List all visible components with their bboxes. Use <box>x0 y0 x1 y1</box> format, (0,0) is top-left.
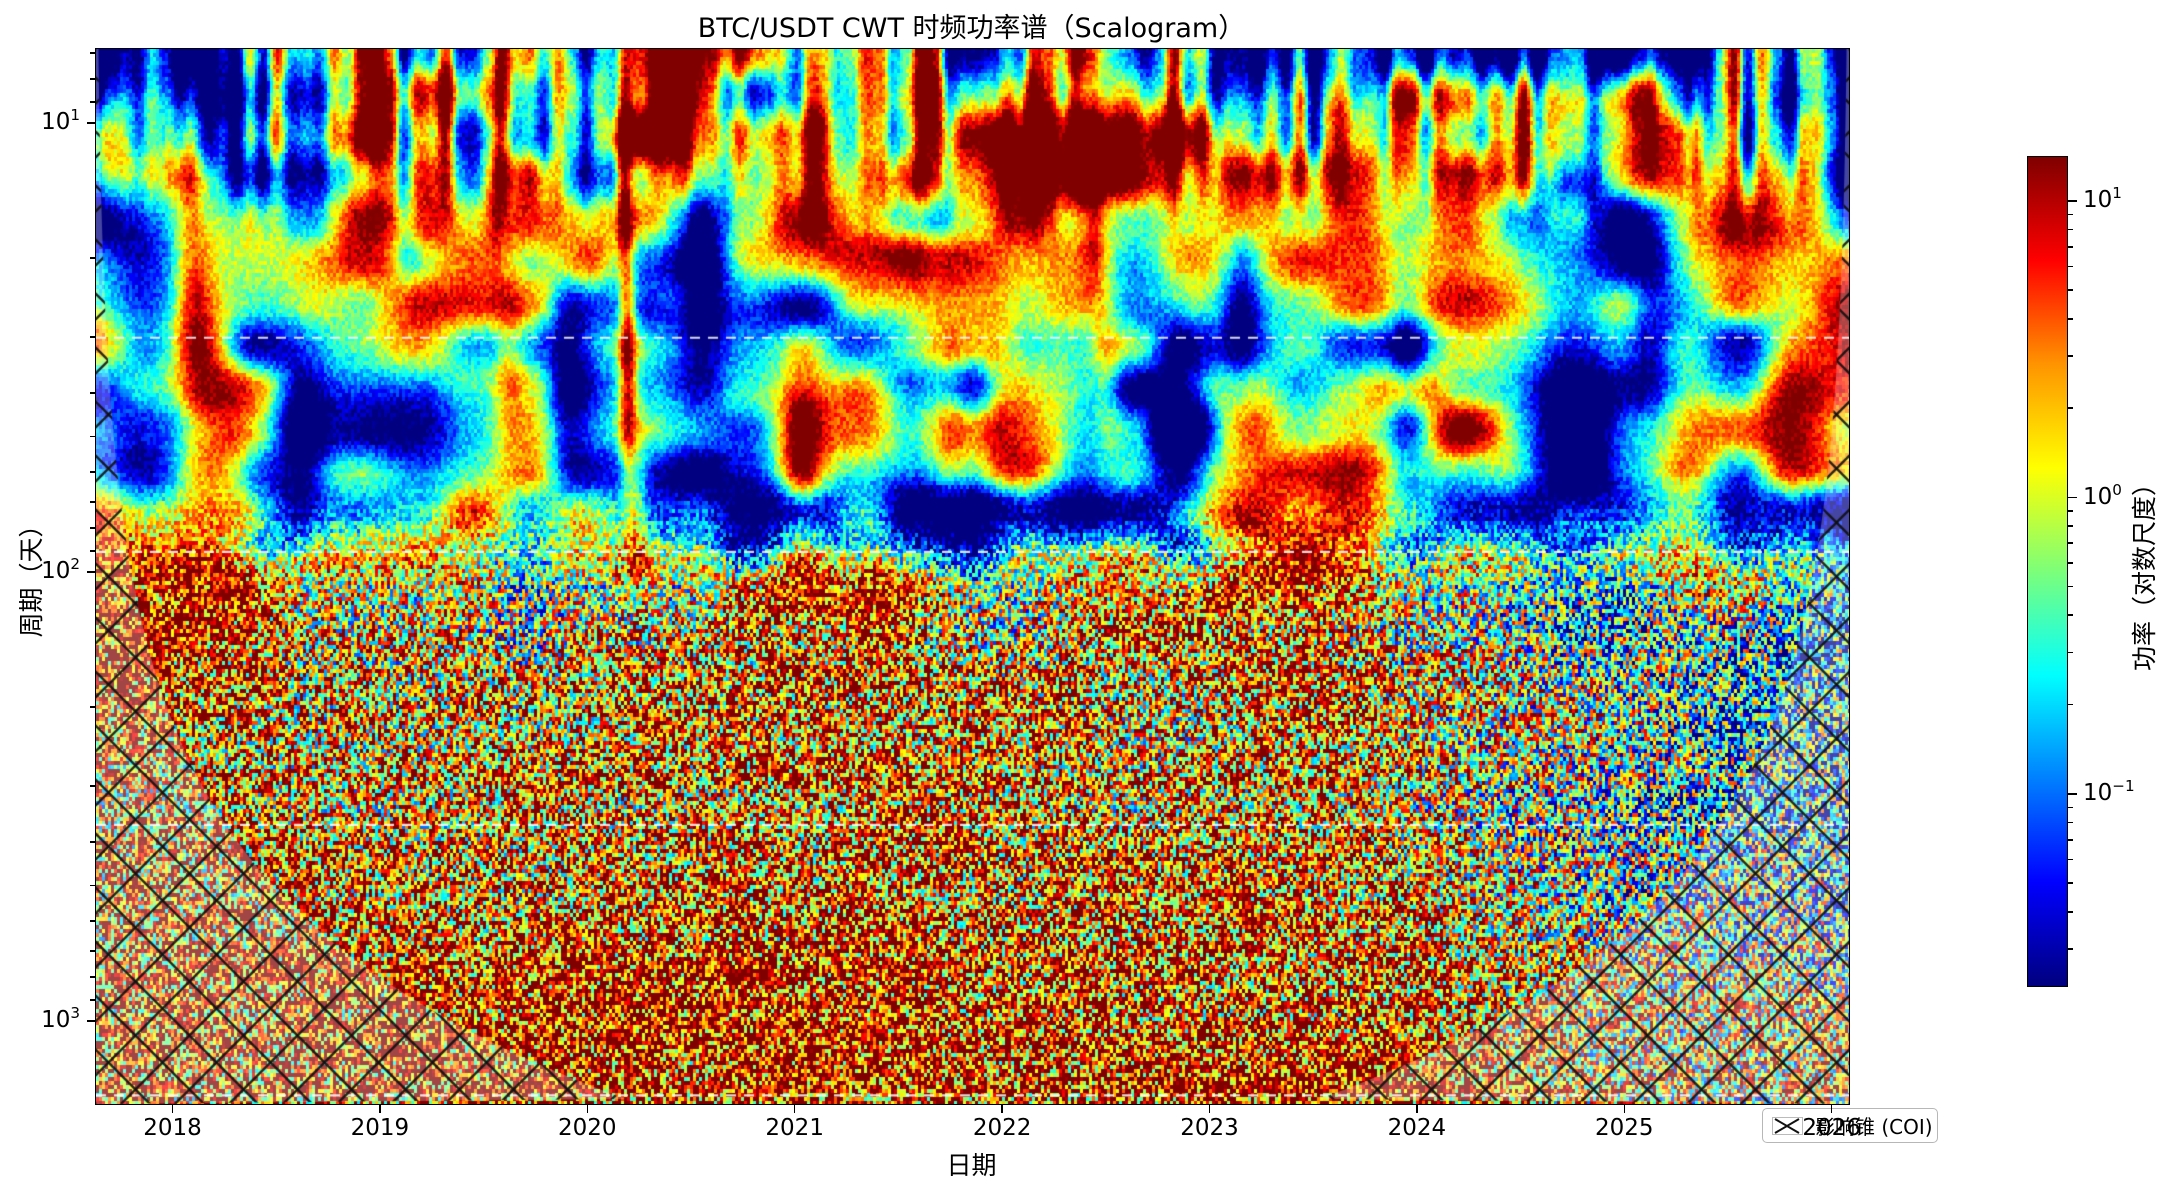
colorbar-tick <box>2068 496 2077 499</box>
x-axis-tick-label: 2025 <box>1595 1115 1654 1141</box>
x-axis-tick <box>1416 1105 1418 1113</box>
coi-legend-label: 影响锥 (COI) <box>1815 1115 1933 1139</box>
x-axis-tick-label: 2019 <box>350 1115 410 1141</box>
x-axis-tick <box>1623 1105 1626 1113</box>
colorbar-minor-tick <box>2068 355 2073 357</box>
colorbar-minor-tick <box>2068 948 2073 950</box>
x-axis-tick-label: 2026 <box>1802 1115 1861 1141</box>
y-axis-minor-tick <box>90 920 95 922</box>
y-axis-minor-tick <box>90 706 95 708</box>
y-axis-tick-label: 103 <box>41 1004 80 1033</box>
x-axis-label: 日期 <box>946 1151 997 1180</box>
colorbar-tick-label: 10−1 <box>2083 777 2135 806</box>
x-axis-tick-label: 2023 <box>1180 1115 1239 1141</box>
y-axis-minor-tick <box>90 392 95 394</box>
colorbar-tick-label: 100 <box>2083 480 2122 510</box>
colorbar-minor-tick <box>2068 245 2073 248</box>
colorbar-minor-tick <box>2068 821 2073 824</box>
x-axis-tick <box>171 1105 174 1113</box>
colorbar-minor-tick <box>2068 585 2073 588</box>
scalogram-heatmap <box>96 49 1849 1104</box>
x-axis-tick <box>1208 1105 1211 1113</box>
colorbar-tick-label: 101 <box>2083 184 2122 213</box>
y-axis-minor-tick <box>90 841 95 843</box>
colorbar-minor-tick <box>2068 910 2073 913</box>
colorbar-tick <box>2068 793 2077 795</box>
y-axis-minor-tick <box>90 884 95 887</box>
x-axis-tick-label: 2020 <box>558 1115 617 1141</box>
y-axis-tick <box>87 122 95 124</box>
y-axis-tick <box>87 1020 95 1022</box>
colorbar-minor-tick <box>2068 703 2073 706</box>
y-axis-minor-tick <box>90 527 95 530</box>
colorbar-minor-tick <box>2068 265 2073 268</box>
y-axis-minor-tick <box>90 257 95 259</box>
y-axis-minor-tick <box>90 78 95 81</box>
coi-legend: 影响锥 (COI) <box>1762 1108 1938 1143</box>
x-axis-tick-label: 2022 <box>972 1115 1032 1141</box>
x-axis-tick-label: 2018 <box>143 1115 202 1141</box>
colorbar-minor-tick <box>2068 228 2073 231</box>
y-axis-minor-tick <box>90 501 95 504</box>
x-axis-tick <box>586 1105 589 1113</box>
x-axis-tick-label: 2021 <box>765 1115 824 1141</box>
colorbar-minor-tick <box>2068 525 2073 527</box>
y-axis-minor-tick <box>90 550 95 553</box>
y-axis-minor-tick <box>90 999 95 1002</box>
colorbar-minor-tick <box>2068 213 2073 216</box>
colorbar-minor-tick <box>2068 317 2073 320</box>
colorbar-minor-tick <box>2068 882 2073 884</box>
plot-frame: 影响锥 (COI) <box>95 48 1938 1143</box>
y-axis-minor-tick <box>90 471 95 473</box>
y-axis-minor-tick <box>90 950 95 953</box>
chart-title: BTC/USDT CWT 时频功率谱（Scalogram） <box>697 13 1246 44</box>
coi-hatch-swatch <box>1772 1116 1803 1135</box>
colorbar-minor-tick <box>2068 651 2073 654</box>
y-axis-minor-tick <box>90 52 95 55</box>
colorbar <box>2027 156 2068 987</box>
y-axis-minor-tick <box>90 785 95 787</box>
y-axis-tick <box>87 571 95 573</box>
y-axis-minor-tick <box>90 435 95 438</box>
y-axis-tick-label: 101 <box>41 106 80 135</box>
colorbar-label: 功率（对数尺度） <box>2130 470 2159 672</box>
x-axis-tick <box>1830 1105 1833 1113</box>
colorbar-minor-tick <box>2068 614 2073 617</box>
x-axis-tick <box>379 1105 381 1113</box>
y-axis-tick-label: 102 <box>41 555 80 584</box>
colorbar-minor-tick <box>2068 806 2073 809</box>
x-axis-tick <box>793 1105 796 1113</box>
y-axis-minor-tick <box>90 336 95 338</box>
colorbar-gradient <box>2028 157 2067 986</box>
colorbar-minor-tick <box>2068 562 2073 564</box>
colorbar-minor-tick <box>2068 838 2073 841</box>
x-axis-tick <box>1001 1105 1003 1113</box>
y-axis-minor-tick <box>90 101 95 104</box>
x-axis-tick-label: 2024 <box>1387 1115 1447 1141</box>
colorbar-minor-tick <box>2068 858 2073 861</box>
colorbar-tick <box>2068 200 2077 202</box>
colorbar-minor-tick <box>2068 289 2073 291</box>
colorbar-minor-tick <box>2068 510 2073 512</box>
y-axis-minor-tick <box>90 976 95 979</box>
colorbar-minor-tick <box>2068 407 2073 409</box>
colorbar-minor-tick <box>2068 542 2073 545</box>
